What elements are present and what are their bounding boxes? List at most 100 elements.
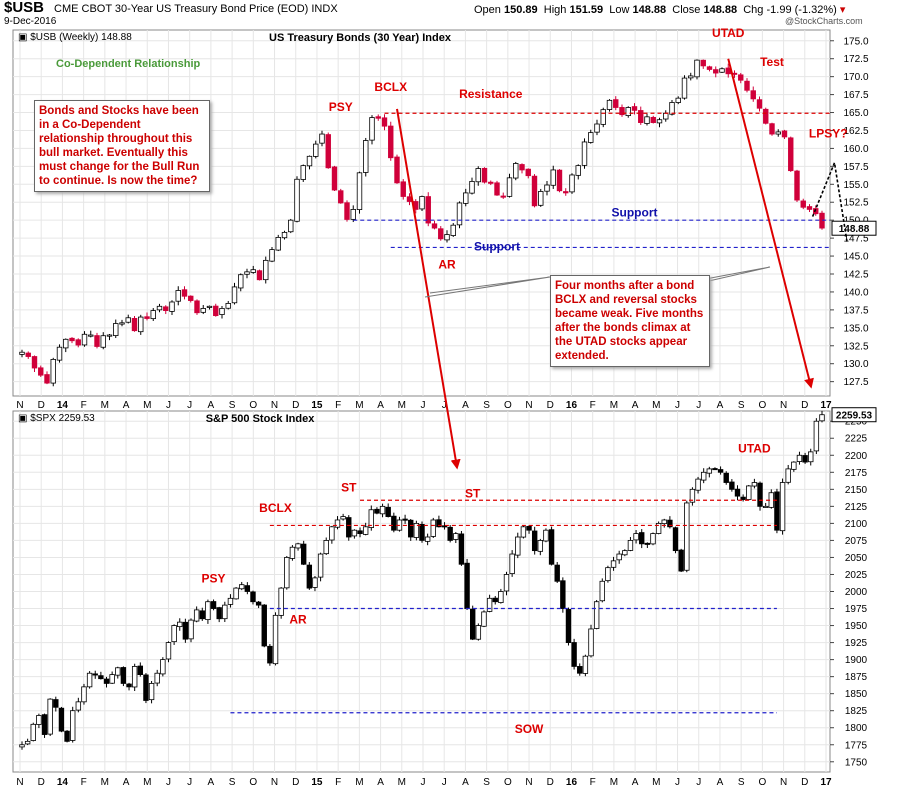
usb-x-tick: D — [801, 400, 808, 411]
usb-y-tick: 170.0 — [843, 72, 868, 83]
spx-x-tick: 16 — [566, 777, 578, 788]
spx-x-tick: J — [421, 777, 426, 788]
spx-candle-body — [261, 604, 267, 647]
usb-annotation: UTAD — [712, 26, 745, 40]
spx-candle-body — [796, 454, 803, 462]
usb-candle-body — [88, 334, 94, 337]
usb-x-tick: A — [462, 400, 469, 411]
spx-candle-body — [622, 550, 628, 556]
spx-title: S&P 500 Stock Index — [206, 413, 316, 425]
spx-candle-body — [441, 525, 448, 528]
spx-candle-body — [86, 672, 93, 688]
spx-x-tick: N — [271, 777, 278, 788]
spx-candle-body — [565, 609, 572, 643]
usb-candle-body — [419, 196, 425, 210]
spx-candle-body — [627, 540, 634, 551]
usb-x-tick: A — [208, 400, 215, 411]
usb-candle-body — [456, 202, 463, 226]
spx-candle-body — [458, 533, 465, 565]
spx-candle-body — [481, 611, 487, 627]
spx-x-tick: M — [101, 777, 109, 788]
usb-candle-body — [794, 170, 800, 201]
spx-candle-body — [548, 529, 555, 565]
usb-candle-body — [669, 102, 675, 115]
spx-candle-body — [103, 678, 110, 684]
spx-candle-body — [616, 553, 622, 561]
usb-candle-body — [338, 190, 344, 204]
spx-x-tick: J — [675, 777, 680, 788]
usb-annotation: BCLX — [374, 80, 407, 94]
spx-x-tick: A — [462, 777, 469, 788]
spx-candle-body — [633, 533, 639, 541]
usb-x-tick: N — [525, 400, 532, 411]
spx-candle-body — [199, 610, 205, 620]
usb-candle-body — [63, 338, 69, 349]
usb-candle-body — [550, 169, 556, 186]
spx-candle-body — [678, 549, 684, 572]
spx-x-tick: J — [696, 777, 701, 788]
usb-candle-body — [313, 143, 319, 157]
usb-candle-body — [75, 339, 81, 346]
usb-title: US Treasury Bonds (30 Year) Index — [269, 32, 452, 44]
usb-y-tick: 145.0 — [843, 252, 868, 263]
usb-candle-body — [425, 196, 431, 224]
usb-subtitle: Co-Dependent Relationship — [56, 58, 201, 70]
spx-candle-body — [639, 532, 645, 545]
spx-candle-body — [498, 591, 504, 603]
spx-candle-body — [171, 625, 177, 643]
spx-candle-body — [357, 530, 363, 535]
spx-candle-body — [148, 683, 155, 701]
usb-candle-body — [706, 66, 713, 70]
spx-y-tick: 2100 — [845, 519, 868, 530]
spx-candle-body — [188, 619, 194, 640]
usb-annotation: AR — [438, 257, 456, 271]
usb-x-tick: D — [292, 400, 299, 411]
usb-candle-body — [806, 206, 813, 210]
spx-candle-body — [706, 468, 713, 474]
spx-x-tick: S — [483, 777, 490, 788]
spx-candle-body — [661, 519, 667, 525]
usb-candle-body — [69, 337, 75, 342]
spx-y-tick: 1850 — [845, 689, 868, 700]
usb-candle-body — [681, 77, 688, 99]
usb-candle-body — [744, 80, 750, 91]
usb-panel: N D 14 F M A M J J A S O N D 15 F M A M J J A S O N D 16 F M A M J J A S O N… — [12, 26, 877, 411]
usb-candle-body — [244, 271, 250, 275]
spx-candle-body — [571, 642, 577, 667]
usb-annotation: Test — [760, 55, 784, 69]
usb-y-tick: 140.0 — [843, 287, 868, 298]
usb-x-tick: J — [442, 400, 447, 411]
spx-y-tick: 1875 — [845, 672, 868, 683]
usb-candle-body — [450, 224, 456, 236]
spx-candle-body — [486, 597, 493, 612]
spx-candle-body — [470, 608, 476, 640]
spx-x-tick: F — [81, 777, 87, 788]
ohlc-readout: Open 150.89 High 151.59 Low 148.88 Close… — [474, 4, 846, 16]
spx-candle-body — [137, 665, 144, 675]
spx-candle-body — [351, 529, 358, 537]
spx-candle-body — [503, 574, 510, 592]
spx-candle-body — [216, 607, 222, 620]
spx-candle-body — [543, 529, 549, 542]
usb-candle-body — [538, 191, 544, 206]
spx-candle-body — [278, 587, 284, 616]
spx-y-tick: 1750 — [845, 757, 868, 768]
spx-y-tick: 1825 — [845, 706, 868, 717]
usb-candle-body — [638, 110, 644, 123]
spx-annotation: BCLX — [259, 501, 292, 515]
spx-x-tick: O — [758, 777, 766, 788]
usb-candle-body — [438, 228, 444, 240]
usb-candle-body — [625, 107, 631, 116]
description: CME CBOT 30-Year US Treasury Bond Price … — [54, 3, 338, 15]
usb-candle-body — [188, 295, 194, 301]
usb-x-tick: 16 — [566, 400, 578, 411]
spx-candle-body — [605, 567, 611, 582]
spx-candle-body — [284, 557, 290, 589]
usb-candle-body — [331, 166, 338, 191]
usb-candle-body — [100, 335, 106, 348]
usb-candle-body — [581, 141, 588, 166]
spx-x-tick: O — [249, 777, 257, 788]
usb-candle-body — [344, 202, 350, 220]
spx-y-tick: 1800 — [845, 723, 868, 734]
spx-last-value: 2259.53 — [836, 411, 873, 422]
